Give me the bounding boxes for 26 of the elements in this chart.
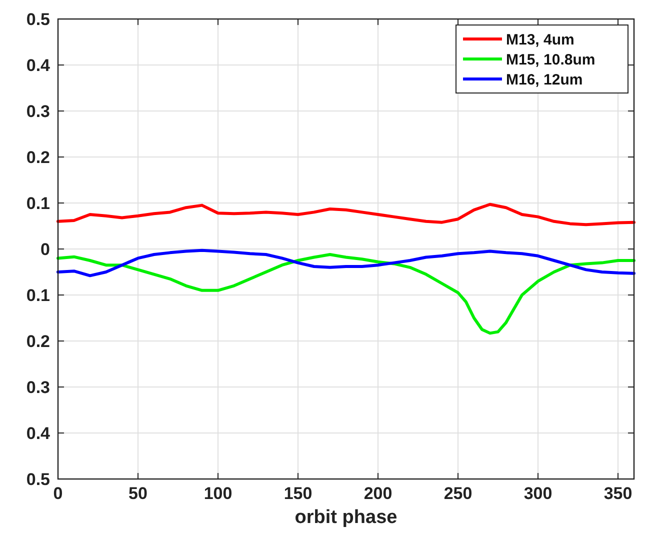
x-tick-label: 200 <box>364 484 392 503</box>
y-tick-label: 0.3 <box>26 378 50 397</box>
x-tick-label: 300 <box>524 484 552 503</box>
y-tick-label: 0.5 <box>26 470 50 489</box>
x-axis-title: orbit phase <box>294 507 398 528</box>
legend-label: M15, 10.8um <box>506 51 596 68</box>
legend-label: M16, 12um <box>506 71 583 88</box>
y-tick-label: 0.3 <box>26 102 50 121</box>
y-tick-label: 0.2 <box>26 332 50 351</box>
line-series <box>56 202 636 226</box>
y-tick-label: 0 <box>40 240 50 259</box>
x-tick-label: 250 <box>444 484 472 503</box>
line-series <box>56 253 636 335</box>
y-tick-label: 0.2 <box>26 148 50 167</box>
y-tick-label: 0.4 <box>26 56 51 75</box>
y-tick-label: 0.4 <box>26 424 51 443</box>
x-tick-label: 0 <box>53 484 63 503</box>
x-tick-label: 50 <box>128 484 148 503</box>
x-tick-label: 150 <box>284 484 312 503</box>
x-tick-label: 100 <box>204 484 232 503</box>
line-series <box>56 248 636 278</box>
y-tick-label: 0.1 <box>26 286 50 305</box>
y-tick-label: 0.5 <box>26 10 50 29</box>
y-tick-label: 0.1 <box>26 194 50 213</box>
x-tick-label: 350 <box>604 484 632 503</box>
legend-label: M13, 4um <box>506 31 574 48</box>
